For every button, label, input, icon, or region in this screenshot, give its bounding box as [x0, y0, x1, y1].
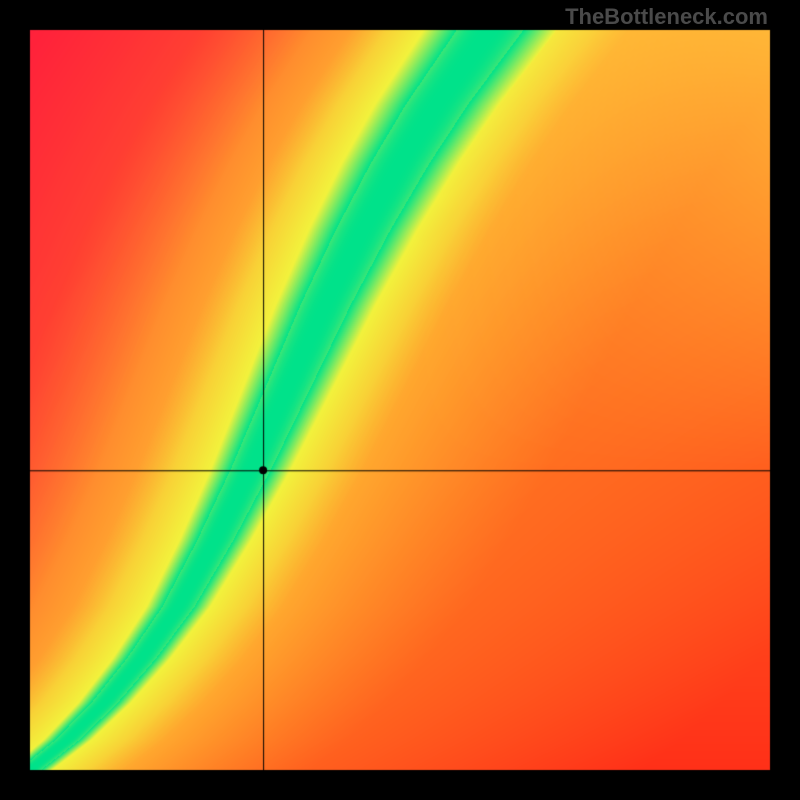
heatmap-canvas	[0, 0, 800, 800]
watermark-text: TheBottleneck.com	[565, 4, 768, 30]
chart-container: TheBottleneck.com	[0, 0, 800, 800]
